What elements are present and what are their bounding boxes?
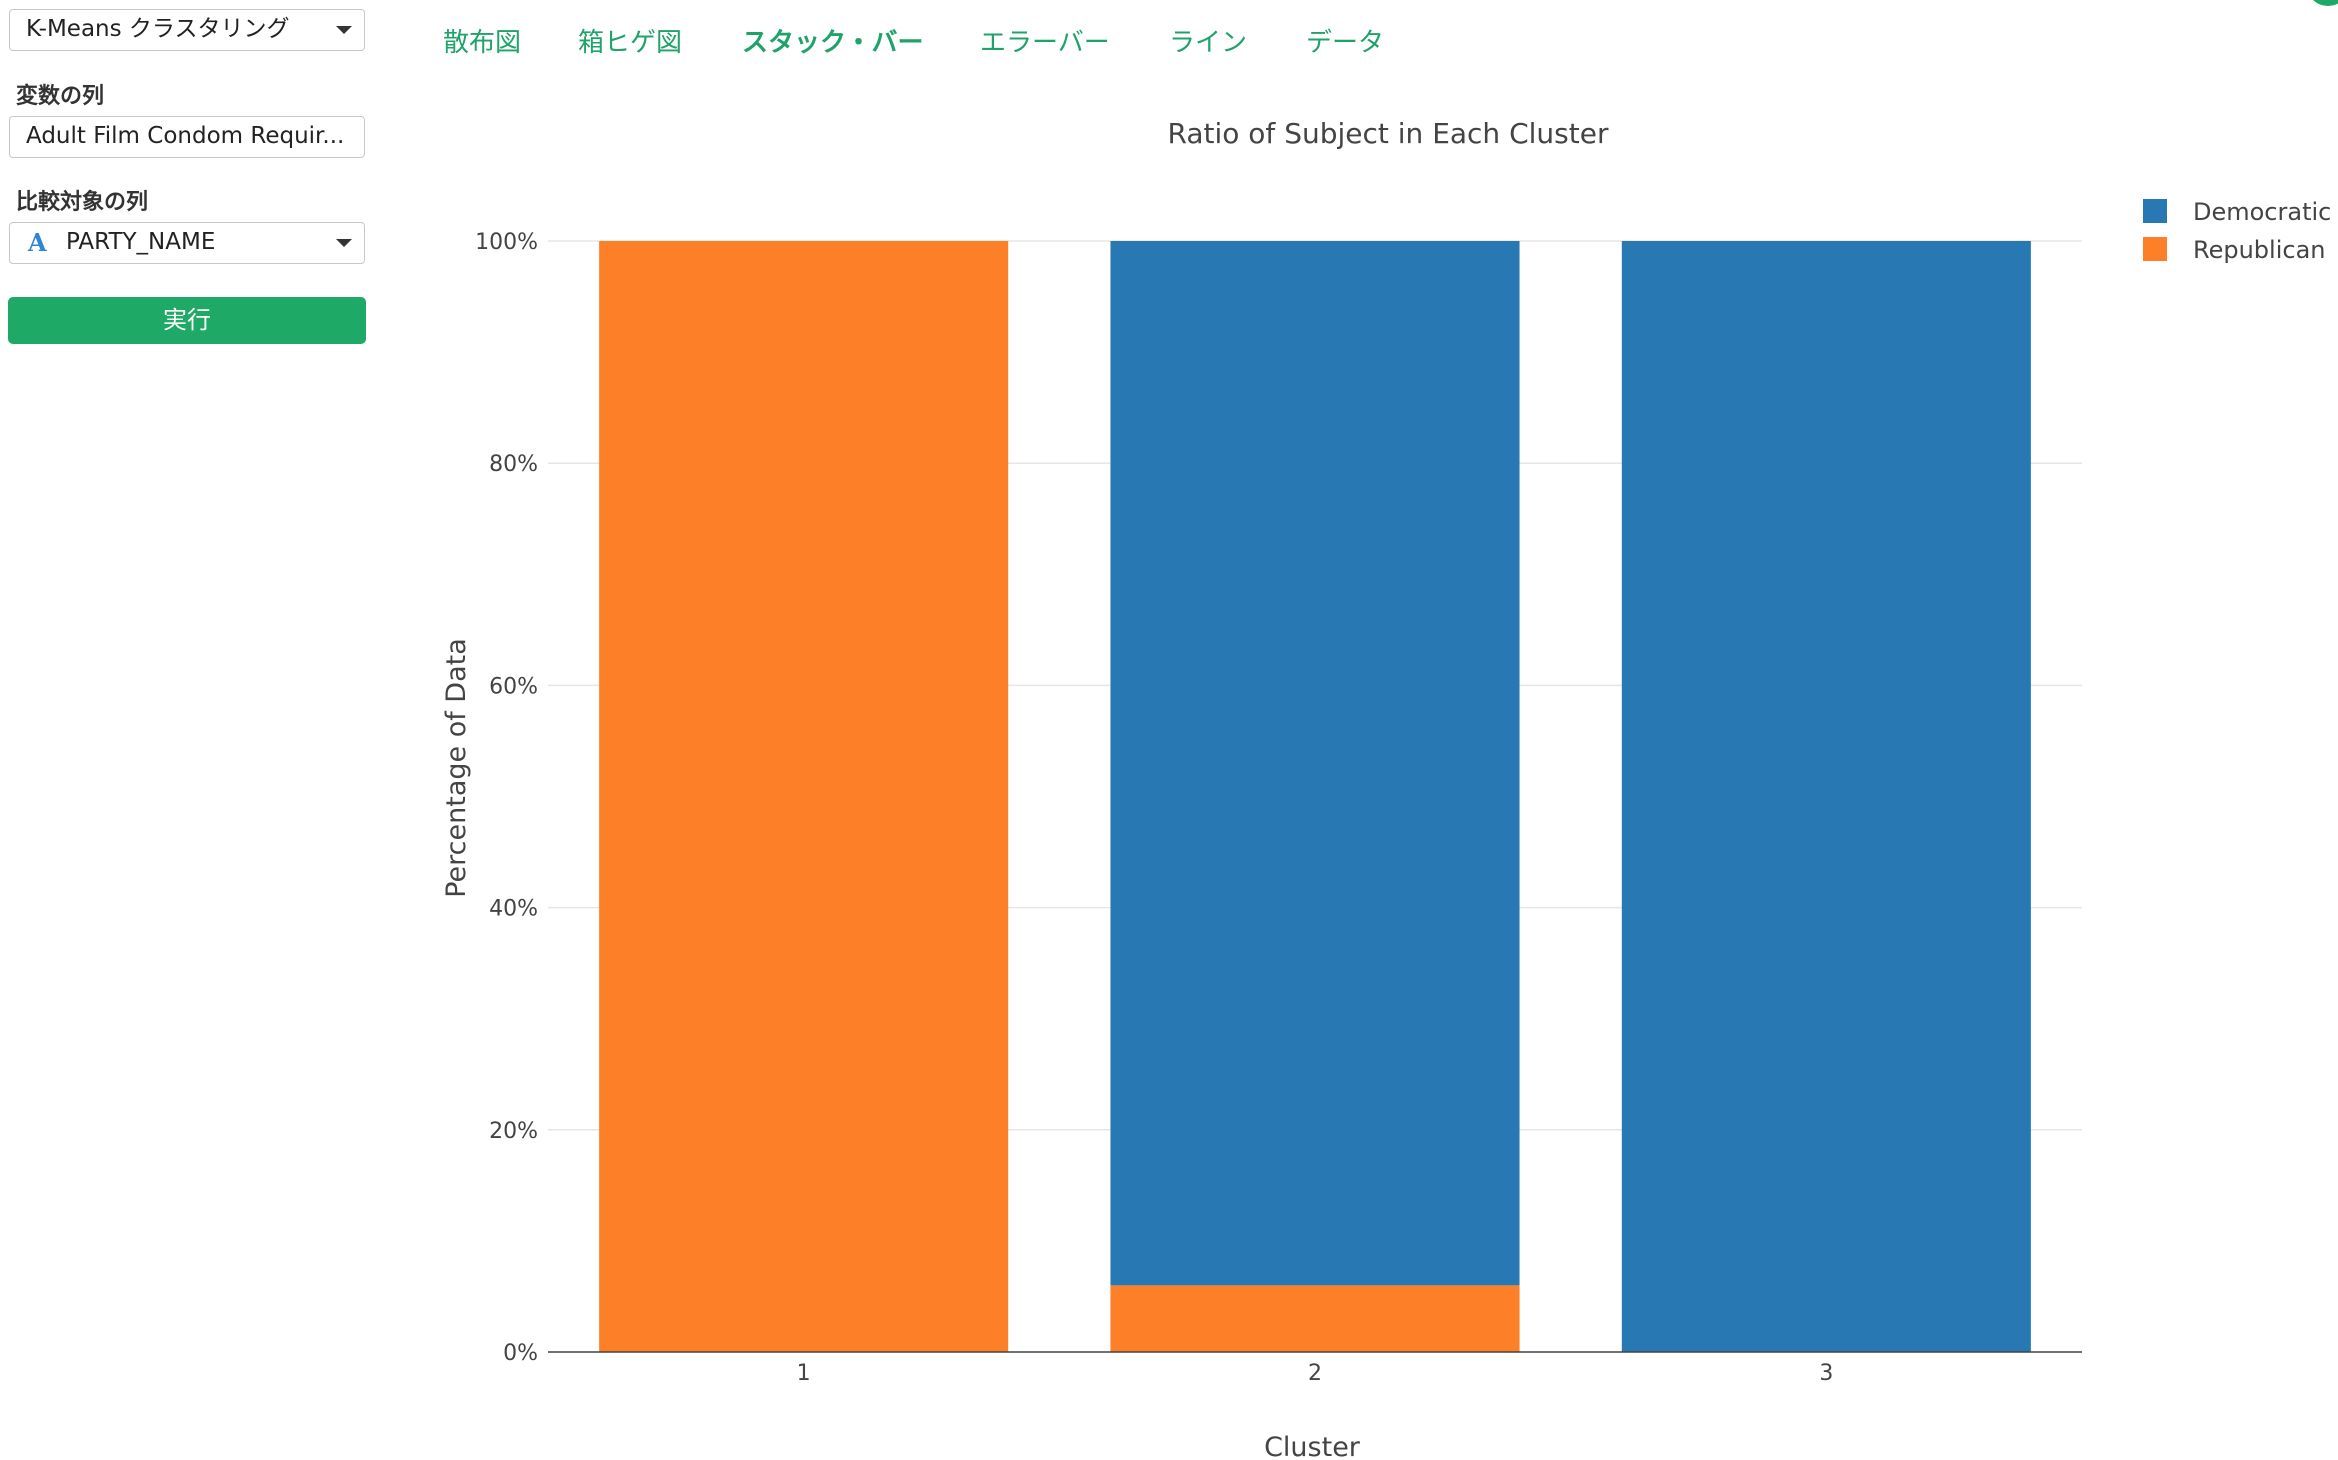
bar-democratic-2 bbox=[1110, 241, 1520, 1286]
y-tick-label: 60% bbox=[489, 674, 538, 699]
tab-error-bar[interactable]: エラーバー bbox=[980, 28, 1110, 58]
y-tick-label: 40% bbox=[489, 897, 538, 922]
sidebar: K-Means クラスタリング 変数の列 Adult Film Condom R… bbox=[0, 0, 380, 1460]
text-type-icon: A bbox=[28, 228, 47, 257]
algorithm-select-value: K-Means クラスタリング bbox=[26, 16, 290, 42]
y-tick-label: 0% bbox=[503, 1341, 538, 1366]
bar-republican-2 bbox=[1110, 1285, 1520, 1352]
run-button[interactable]: 実行 bbox=[8, 297, 366, 344]
chart-title: Ratio of Subject in Each Cluster bbox=[1168, 117, 1609, 150]
tab-stacked-bar[interactable]: スタック・バー bbox=[742, 28, 924, 58]
bar-democratic-3 bbox=[1621, 241, 2031, 1352]
compare-select-value: PARTY_NAME bbox=[66, 229, 216, 255]
bar-republican-1 bbox=[599, 241, 1009, 1352]
x-tick-label: 2 bbox=[1308, 1361, 1322, 1386]
y-tick-label: 80% bbox=[489, 452, 538, 477]
tab-scatter[interactable]: 散布図 bbox=[443, 28, 522, 58]
x-tick-label: 3 bbox=[1819, 1361, 1833, 1386]
legend-swatch-republican bbox=[2143, 237, 2167, 261]
legend-label-democratic: Democratic bbox=[2193, 198, 2331, 226]
y-tick-label: 20% bbox=[489, 1119, 538, 1144]
algorithm-select[interactable]: K-Means クラスタリング bbox=[9, 9, 365, 51]
legend-swatch-democratic bbox=[2143, 199, 2167, 223]
x-axis-label: Cluster bbox=[1264, 1432, 1361, 1460]
chevron-down-icon bbox=[336, 239, 352, 247]
compare-label: 比較対象の列 bbox=[16, 190, 149, 215]
stacked-bar-chart: Ratio of Subject in Each Cluster 0% 20% 40%… bbox=[441, 117, 2331, 1460]
chevron-down-icon bbox=[336, 26, 352, 34]
tab-line[interactable]: ライン bbox=[1169, 28, 1248, 58]
y-axis-label: Percentage of Data bbox=[441, 638, 472, 898]
x-tick-label: 1 bbox=[797, 1361, 811, 1386]
compare-select[interactable]: A PARTY_NAME bbox=[9, 222, 365, 264]
y-tick-label: 100% bbox=[475, 230, 538, 255]
tab-boxplot[interactable]: 箱ヒゲ図 bbox=[578, 28, 683, 58]
variables-field[interactable]: Adult Film Condom Requir... bbox=[9, 116, 365, 158]
variables-label: 変数の列 bbox=[16, 84, 105, 109]
status-indicator bbox=[2308, 0, 2338, 6]
variables-field-value: Adult Film Condom Requir... bbox=[26, 123, 345, 149]
tab-data[interactable]: データ bbox=[1306, 28, 1385, 58]
legend-label-republican: Republican bbox=[2193, 236, 2326, 264]
